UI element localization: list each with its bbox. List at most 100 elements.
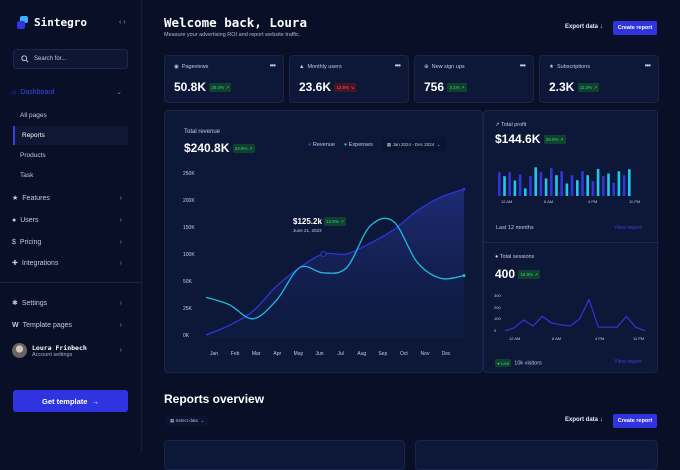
label: Integrations — [21, 259, 59, 267]
sidebar-item-integrations[interactable]: ✚ Integrations › — [12, 255, 128, 271]
sessions-view-report-link[interactable]: View report — [614, 359, 642, 365]
profit-bar — [607, 173, 610, 196]
sidebar-subitem-reports[interactable]: Reports — [13, 126, 128, 145]
profit-bar — [503, 176, 506, 196]
profit-bar — [513, 180, 517, 196]
revenue-title: Total revenue — [184, 129, 221, 135]
chevron-right-icon: › — [119, 194, 122, 202]
calendar-icon: ▦ — [386, 142, 392, 147]
y-tick-label: 300 — [494, 293, 501, 298]
x-tick-label: 8 AM — [552, 336, 561, 341]
x-tick-label: Jul — [337, 351, 343, 357]
label: Total profit — [501, 122, 527, 128]
profit-view-report-link[interactable]: View report — [614, 225, 642, 231]
arrow-right-icon: → — [91, 396, 99, 406]
label: Export data — [565, 24, 599, 30]
reports-create-button[interactable]: Create report — [613, 414, 657, 428]
profit-bar — [518, 174, 522, 196]
value: 756 — [424, 80, 445, 94]
page-subtitle: Measure your advertising ROI and report … — [164, 32, 301, 38]
revenue-line — [205, 188, 465, 336]
revenue-value: $240.8K 24.6% ↗ — [184, 141, 255, 155]
y-tick-label: 200K — [183, 198, 195, 204]
value: 23.6K — [299, 80, 332, 94]
more-options-icon[interactable]: ••• — [394, 61, 401, 70]
stat-card-new-sign-ups: ⊕ New sign ups ••• 756 3.1% ↗ — [414, 55, 534, 103]
sidebar-subitem-task[interactable]: Task — [20, 172, 34, 179]
legend-expenses: ● Expenses — [343, 142, 373, 148]
sidebar-item-users[interactable]: ● Users › — [12, 212, 128, 228]
chart-legend: ● Revenue ● Expenses ▦ Jan 2024 - Dec 20… — [308, 139, 446, 151]
template-icon: W — [12, 321, 19, 329]
profit-bar — [534, 167, 537, 196]
report-card — [164, 440, 405, 470]
profit-bar — [539, 172, 543, 196]
label: Expenses — [348, 142, 373, 148]
report-card — [415, 440, 658, 470]
expenses-line — [205, 217, 465, 320]
logo-icon — [17, 16, 29, 29]
y-tick-label: 0 — [494, 328, 497, 333]
profit-bar — [628, 169, 631, 196]
account-settings[interactable]: Loura Frinbech Account settings › — [12, 343, 128, 358]
x-tick-label: Jun — [315, 351, 323, 357]
sidebar-item-settings[interactable]: ✱ Settings › — [12, 295, 128, 311]
select-date-dropdown[interactable]: ▦ Select date ⌄ — [166, 416, 209, 426]
sidebar-subitem-products[interactable]: Products — [20, 152, 46, 159]
label: Pageviews — [181, 64, 209, 70]
date-range-select[interactable]: ▦ Jan 2024 - Dec 2024 ⌄ — [381, 139, 446, 151]
live-visitors: ● Live 10k visitors — [495, 359, 542, 367]
logo[interactable]: Sintegro — [17, 16, 87, 29]
export-data-button[interactable]: Export data ↓ — [565, 24, 603, 30]
label: Users — [20, 216, 39, 224]
puzzle-icon: ✚ — [12, 260, 18, 267]
profit-bar — [586, 175, 589, 196]
label: Settings — [21, 299, 48, 307]
y-tick-label: 100K — [183, 252, 195, 258]
reports-title: Reports overview — [164, 392, 265, 406]
profit-period: Last 12 months — [496, 225, 534, 231]
x-tick-label: 4 PM — [595, 336, 604, 341]
stat-value: 50.8K 28.4% ↗ — [174, 80, 232, 94]
chart-tooltip: $125.2k 12.6% ↗ June 21, 2023 — [293, 217, 346, 233]
more-options-icon[interactable]: ••• — [644, 61, 651, 70]
label: Features — [22, 194, 50, 202]
label: Monthly users — [307, 64, 342, 70]
sidebar-item-dashboard[interactable]: ⌂ Dashboard ⌄ — [12, 84, 128, 100]
star-icon: ★ — [549, 64, 554, 70]
y-tick-label: 25K — [183, 306, 193, 312]
sidebar-subitem-all-pages[interactable]: All pages — [20, 112, 47, 119]
label: New sign ups — [431, 64, 465, 70]
dollar-icon: $ — [12, 238, 16, 246]
get-template-button[interactable]: Get template → — [13, 390, 128, 412]
profit-bar — [508, 172, 511, 196]
change-badge: 28.5% ↗ — [543, 135, 566, 145]
tooltip-value: $125.2k — [293, 217, 322, 226]
x-tick-label: 12 AM — [509, 336, 520, 341]
x-tick-label: Aug — [357, 351, 366, 357]
x-tick-label: 11 PM — [629, 199, 640, 204]
change-badge: 11.3% ↗ — [577, 83, 600, 93]
tooltip-point — [320, 251, 327, 257]
avatar — [12, 343, 27, 358]
profit-bar — [622, 175, 626, 196]
profit-bar — [576, 180, 579, 196]
profit-bar — [581, 171, 584, 196]
sidebar-item-template-pages[interactable]: W Template pages › — [12, 317, 128, 333]
value: 50.8K — [174, 80, 207, 94]
change-badge: 3.1% ↗ — [447, 83, 467, 93]
profit-bar — [544, 178, 548, 196]
more-options-icon[interactable]: ••• — [269, 61, 276, 70]
more-options-icon[interactable]: ••• — [519, 61, 526, 70]
x-tick-label: May — [294, 351, 304, 357]
stat-card-monthly-users: ▲ Monthly users ••• 23.6K 12.6% ↘ — [289, 55, 409, 103]
x-tick-label: Mar — [252, 351, 261, 357]
reports-export-button[interactable]: Export data ↓ — [565, 417, 603, 423]
collapse-sidebar-icon[interactable]: ‹ › — [119, 19, 126, 26]
create-report-button[interactable]: Create report — [613, 21, 657, 35]
sidebar-item-pricing[interactable]: $ Pricing › — [12, 234, 128, 250]
label: Jan 2024 - Dec 2024 — [392, 142, 435, 147]
search-input[interactable]: Search for... — [13, 49, 128, 69]
y-tick-label: 150K — [183, 225, 195, 231]
sidebar-item-features[interactable]: ★ Features › — [12, 190, 128, 206]
